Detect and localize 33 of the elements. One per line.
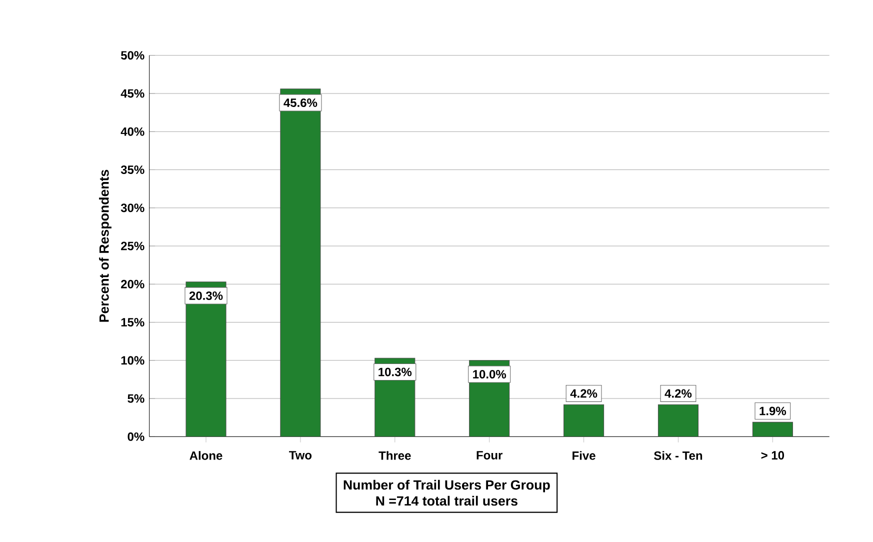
y-tick-label: 50% xyxy=(120,51,144,60)
data-label: 10.3% xyxy=(378,368,412,376)
bar xyxy=(658,404,698,437)
y-tick-label: 0% xyxy=(128,432,144,441)
bar xyxy=(752,422,793,437)
x-tick-label: Five xyxy=(572,451,596,460)
y-tick-label: 20% xyxy=(121,280,144,288)
y-tick-label: 10% xyxy=(121,356,144,365)
data-label: 45.6% xyxy=(284,98,318,107)
y-tick-label: 25% xyxy=(121,242,144,250)
bar xyxy=(280,88,321,437)
y-tick-label: 45% xyxy=(120,89,144,98)
data-label: 4.2% xyxy=(570,389,598,398)
x-axis-title: Number of Trail Users Per Group xyxy=(344,480,550,492)
data-label: 20.3% xyxy=(189,291,223,300)
y-tick-label: 35% xyxy=(120,165,144,174)
data-label: 4.2% xyxy=(664,389,692,398)
y-tick-label: 5% xyxy=(128,394,144,403)
x-tick-label: Three xyxy=(378,451,411,460)
bar xyxy=(564,404,604,437)
x-tick-label: Six - Ten xyxy=(654,451,702,460)
y-tick-label: 30% xyxy=(120,204,144,212)
x-tick-label: > 10 xyxy=(761,451,784,460)
y-axis-title: Percent of Respondents xyxy=(99,170,112,322)
data-label: 10.0% xyxy=(473,370,506,379)
x-tick-label: Four xyxy=(476,451,502,460)
x-tick-label: Alone xyxy=(190,451,222,460)
y-tick-label: 15% xyxy=(121,318,144,327)
data-label: 1.9% xyxy=(760,406,786,416)
text: N =714 total trail users xyxy=(376,496,518,506)
bar xyxy=(186,282,226,437)
x-tick-label: Two xyxy=(289,451,312,460)
y-tick-label: 40% xyxy=(120,127,144,136)
